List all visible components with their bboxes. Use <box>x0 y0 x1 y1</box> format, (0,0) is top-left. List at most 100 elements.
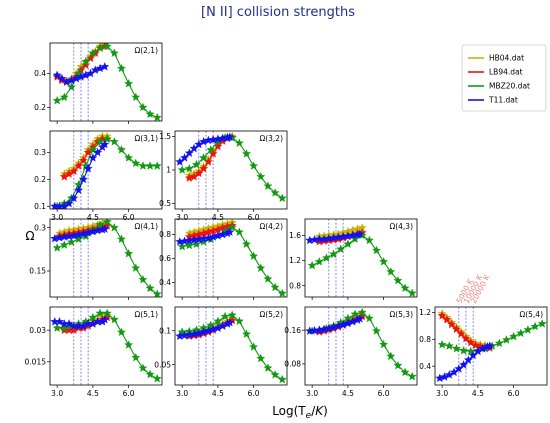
data-point <box>213 316 223 326</box>
x-tick-label: 3.0 <box>436 389 448 398</box>
data-point <box>78 174 88 184</box>
x-tick-label: 6.0 <box>248 213 260 222</box>
data-point <box>386 267 396 276</box>
data-point <box>407 371 417 381</box>
data-point <box>270 370 280 379</box>
data-point <box>52 243 62 252</box>
data-point <box>249 342 259 351</box>
data-point <box>242 329 251 338</box>
data-point <box>256 353 266 363</box>
data-point <box>364 235 374 245</box>
panel-frame <box>49 130 163 210</box>
data-point <box>234 138 244 147</box>
y-tick-label: 0.3 <box>34 148 46 157</box>
panel-label: Ω(4,3) <box>389 222 413 231</box>
data-point <box>69 193 79 203</box>
data-point <box>407 288 417 297</box>
panel-label: Ω(5,4) <box>519 310 543 319</box>
data-point <box>336 244 346 253</box>
legend-entry-mbz20-dat: MBZ20.dat <box>489 82 530 91</box>
data-point <box>145 109 155 119</box>
data-point <box>52 70 62 80</box>
data-point <box>379 339 389 349</box>
x-tick-label: 3.0 <box>51 389 63 398</box>
series-mbz20-dat <box>52 219 162 297</box>
data-point <box>350 309 360 318</box>
x-tick-label: 4.5 <box>212 389 224 398</box>
x-tick-label: 6.0 <box>248 389 260 398</box>
data-point <box>145 161 155 170</box>
data-point <box>451 343 461 353</box>
y-tick-label: 0.15 <box>29 267 46 276</box>
data-point <box>191 239 201 249</box>
data-point <box>234 227 244 237</box>
x-tick-label: 4.5 <box>212 213 224 222</box>
data-point <box>194 168 204 178</box>
data-point <box>393 360 403 370</box>
data-point <box>177 241 187 251</box>
data-point <box>88 153 98 162</box>
data-point <box>393 275 403 285</box>
data-point <box>199 153 209 162</box>
data-point <box>138 363 148 372</box>
data-point <box>355 314 365 323</box>
data-point <box>277 193 287 203</box>
data-point <box>227 310 237 319</box>
y-tick-label: 0.1 <box>159 326 171 335</box>
data-point <box>530 321 540 331</box>
data-point <box>256 172 266 181</box>
data-point <box>124 79 134 88</box>
data-point <box>249 161 259 170</box>
data-point <box>124 248 134 258</box>
data-point <box>152 112 162 121</box>
series-t11-dat <box>175 132 235 166</box>
data-point <box>138 161 148 170</box>
series-mbz20-dat <box>177 133 287 203</box>
data-point <box>177 165 187 174</box>
series-area <box>175 131 287 203</box>
data-point <box>442 315 452 324</box>
series-area <box>52 43 162 121</box>
x-axis-label-unit: / <box>311 404 316 418</box>
data-point <box>502 335 511 344</box>
data-point <box>117 234 126 244</box>
data-point <box>372 326 381 335</box>
data-point <box>59 240 69 249</box>
y-tick-label: 0.3 <box>34 223 46 232</box>
y-tick-label: 0.8 <box>159 230 171 239</box>
series-area <box>175 310 287 384</box>
data-point <box>537 319 547 328</box>
x-tick-label: 3.0 <box>176 389 188 398</box>
data-point <box>109 314 119 324</box>
y-tick-label: 0.1 <box>34 202 46 211</box>
y-tick-label: 0.4 <box>419 362 431 371</box>
data-point <box>466 337 476 347</box>
x-tick-label: 4.5 <box>87 389 99 398</box>
figure-title: [N II] collision strengths <box>201 5 355 20</box>
y-tick-label: 1.5 <box>159 132 171 141</box>
panel-frame <box>49 218 163 298</box>
data-point <box>145 283 155 293</box>
data-point <box>66 82 76 91</box>
data-point <box>277 374 287 384</box>
panel-5-3: Ω(5,3) 0.08 0.16 3.0 4.5 6.0 <box>284 306 418 398</box>
data-point <box>138 274 148 284</box>
data-point <box>437 311 447 320</box>
data-point <box>152 161 162 170</box>
data-point <box>138 102 148 112</box>
data-point <box>109 222 119 232</box>
panel-3-2: Ω(3,2) 0.5 1 1.5 3.0 4.5 6.0 <box>159 130 288 222</box>
panel-label: Ω(4,2) <box>259 222 283 231</box>
data-point <box>100 314 110 324</box>
data-point <box>184 163 194 173</box>
y-tick-label: 0.2 <box>34 175 46 184</box>
data-point <box>131 92 141 102</box>
data-point <box>451 324 461 333</box>
data-point <box>93 147 103 157</box>
series-t11-dat <box>50 224 110 243</box>
y-tick-label: 0.6 <box>159 254 171 263</box>
panel-frame <box>49 306 163 386</box>
data-point <box>400 283 410 292</box>
